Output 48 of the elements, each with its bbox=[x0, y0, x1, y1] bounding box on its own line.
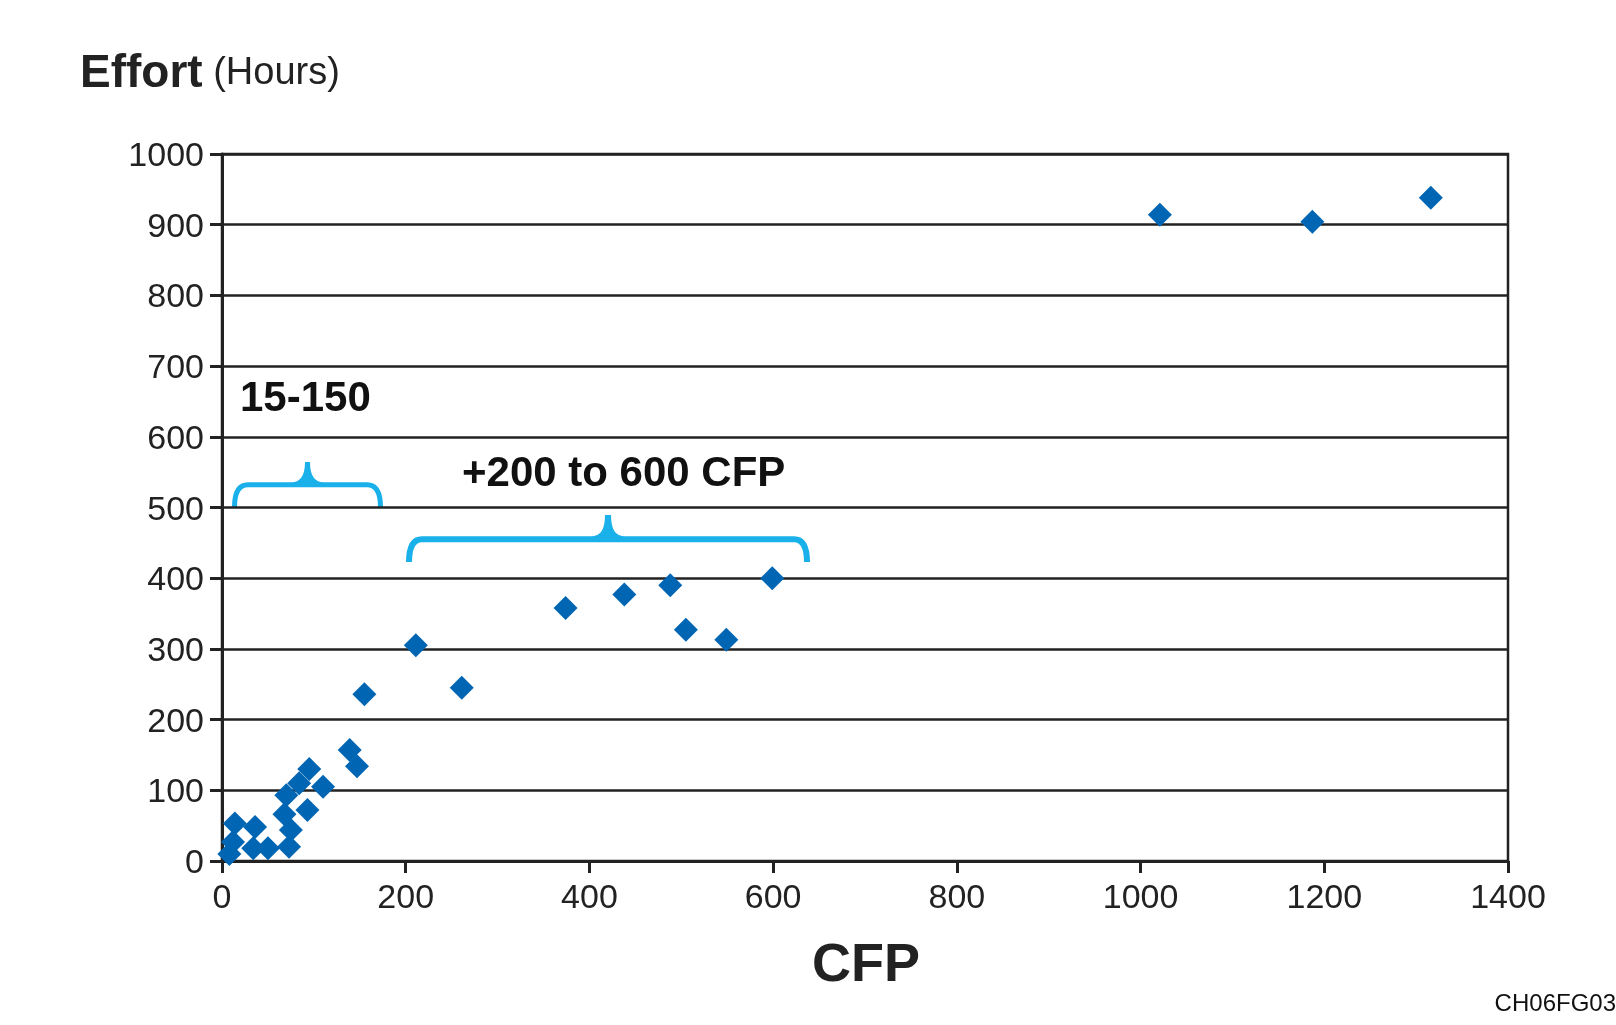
point bbox=[277, 834, 302, 859]
point bbox=[449, 675, 474, 700]
point bbox=[1300, 209, 1325, 234]
x-tick-label: 0 bbox=[212, 877, 232, 915]
point bbox=[243, 815, 268, 840]
y-tick-label: 1000 bbox=[128, 135, 204, 173]
point bbox=[295, 798, 320, 823]
point bbox=[337, 738, 362, 762]
y-tick-label: 300 bbox=[147, 629, 204, 668]
point bbox=[403, 633, 428, 658]
y-tick-label: 400 bbox=[147, 559, 204, 598]
y-tick-label: 900 bbox=[147, 205, 204, 244]
point bbox=[553, 595, 578, 620]
point bbox=[612, 582, 637, 607]
y-tick-label: 100 bbox=[147, 771, 204, 810]
annotation: 15-150 bbox=[240, 372, 371, 420]
y-axis-title: Effort (Hours) bbox=[80, 45, 340, 97]
x-axis-title: CFP bbox=[812, 932, 920, 992]
point bbox=[278, 817, 303, 842]
point bbox=[311, 774, 336, 799]
point bbox=[287, 771, 312, 796]
y-tick-label: 600 bbox=[147, 417, 204, 456]
y-tick-label: 700 bbox=[147, 347, 204, 386]
point bbox=[297, 757, 322, 782]
point bbox=[352, 682, 377, 707]
y-tick-label: 800 bbox=[147, 276, 204, 315]
x-tick-label: 1400 bbox=[1470, 877, 1546, 915]
text: CH06FG03 bbox=[1494, 988, 1616, 1016]
point bbox=[272, 802, 297, 827]
point bbox=[760, 566, 785, 591]
point bbox=[345, 754, 370, 779]
x-tick-label: 400 bbox=[561, 877, 618, 915]
y-tick-label: 200 bbox=[147, 700, 204, 739]
point bbox=[1147, 202, 1172, 227]
point bbox=[274, 783, 299, 808]
point bbox=[714, 627, 739, 652]
x-tick-label: 800 bbox=[928, 877, 986, 915]
point bbox=[658, 573, 683, 598]
x-tick-label: 1000 bbox=[1102, 877, 1179, 915]
y-tick-label: 500 bbox=[147, 488, 204, 527]
x-tick-label: 600 bbox=[744, 877, 802, 915]
point bbox=[222, 811, 247, 836]
y-tick-label: 0 bbox=[185, 842, 204, 880]
point bbox=[1418, 185, 1443, 210]
point bbox=[673, 617, 698, 642]
annotation: +200 to 600 CFP bbox=[462, 447, 786, 495]
x-tick-label: 200 bbox=[377, 877, 435, 915]
x-tick-label: 1200 bbox=[1286, 877, 1363, 915]
